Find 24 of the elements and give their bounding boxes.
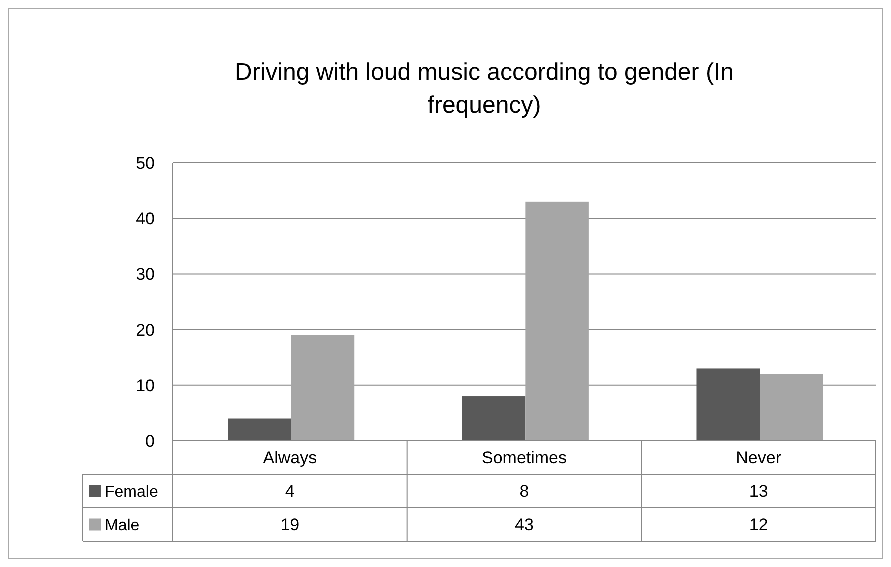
data-label: 12 [749, 516, 768, 535]
y-tick-label: 40 [136, 210, 155, 229]
x-tick-label: Sometimes [482, 448, 568, 468]
bar [462, 396, 526, 441]
chart-title: Driving with loud music according to gender (In frequency) [235, 59, 734, 119]
data-label: 13 [749, 482, 768, 502]
bar [526, 202, 589, 441]
legend-label: Male [105, 517, 140, 534]
x-tick-label: Always [263, 448, 318, 468]
data-label: 43 [515, 516, 534, 535]
y-tick-label: 30 [136, 265, 155, 284]
bar [291, 335, 355, 441]
bar [228, 418, 292, 441]
legend-label: Female [105, 484, 158, 501]
y-tick-label: 10 [136, 376, 155, 396]
bar [760, 374, 824, 441]
y-tick-label: 0 [146, 432, 155, 451]
y-tick-label: 50 [136, 154, 155, 173]
x-tick-label: Never [736, 448, 782, 468]
y-tick-label: 20 [136, 320, 155, 340]
bar [696, 368, 760, 441]
data-label: 8 [520, 482, 530, 502]
data-label: 4 [285, 482, 295, 502]
data-label: 19 [280, 516, 300, 535]
